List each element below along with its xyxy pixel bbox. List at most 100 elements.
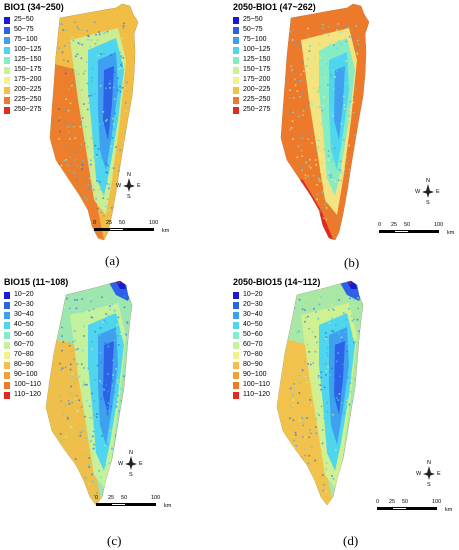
legend-item: 100~125 <box>233 45 270 55</box>
legend-label: 100~125 <box>14 46 42 53</box>
legend-swatch <box>4 341 10 349</box>
legend: 25~50 50~75 75~100 100~125 125~150 150~175 175… <box>4 15 41 115</box>
caption: (d) <box>343 533 359 548</box>
panel-c: BIO15 (11~108) 10~20 20~30 30~40 40~50 50~60… <box>0 275 229 550</box>
compass-icon: N W E S <box>415 178 440 206</box>
legend-swatch <box>4 46 10 54</box>
legend-item: 225~250 <box>233 95 270 105</box>
legend-label: 200~225 <box>243 86 271 93</box>
legend-label: 60~70 <box>14 341 34 348</box>
legend-label: 10~20 <box>14 291 34 298</box>
legend-swatch <box>233 321 239 329</box>
legend-item: 60~70 <box>233 340 270 350</box>
legend-item: 125~150 <box>4 55 41 65</box>
legend-swatch <box>233 96 239 104</box>
legend-item: 40~50 <box>233 320 270 330</box>
legend-label: 90~100 <box>14 371 38 378</box>
legend-item: 90~100 <box>233 370 270 380</box>
legend-swatch <box>233 76 239 84</box>
legend-item: 250~275 <box>4 105 41 115</box>
legend-item: 175~200 <box>233 75 270 85</box>
legend-swatch <box>4 381 10 389</box>
legend-label: 225~250 <box>243 96 271 103</box>
legend-item: 50~60 <box>4 330 41 340</box>
legend-label: 75~100 <box>243 36 267 43</box>
legend-item: 75~100 <box>4 35 41 45</box>
legend-swatch <box>4 106 10 114</box>
legend-swatch <box>4 301 10 309</box>
legend-label: 40~50 <box>243 321 263 328</box>
legend-item: 30~40 <box>233 310 270 320</box>
legend-swatch <box>4 16 10 24</box>
legend-item: 225~250 <box>4 95 41 105</box>
legend-label: 175~200 <box>243 76 271 83</box>
caption: (a) <box>105 253 120 268</box>
legend-label: 110~120 <box>243 391 270 398</box>
scale-bar: 0 25 50 100 km <box>378 222 455 236</box>
legend-item: 175~200 <box>4 75 41 85</box>
legend-label: 150~175 <box>243 66 271 73</box>
taiwan-map <box>45 280 133 506</box>
legend-label: 50~60 <box>243 331 263 338</box>
legend-swatch <box>4 311 10 319</box>
legend-label: 60~70 <box>243 341 263 348</box>
taiwan-map <box>280 3 370 241</box>
legend-swatch <box>4 96 10 104</box>
legend-item: 200~225 <box>233 85 270 95</box>
legend-swatch <box>233 391 239 399</box>
legend-item: 50~75 <box>233 25 270 35</box>
legend-item: 20~30 <box>233 300 270 310</box>
legend-item: 110~120 <box>233 390 270 400</box>
legend-item: 20~30 <box>4 300 41 310</box>
legend-swatch <box>233 86 239 94</box>
legend-item: 150~175 <box>4 65 41 75</box>
legend-swatch <box>4 291 10 299</box>
legend-swatch <box>4 331 10 339</box>
legend-swatch <box>233 46 239 54</box>
legend: 10~20 20~30 30~40 40~50 50~60 60~70 70~80 80~90… <box>233 290 270 400</box>
legend-swatch <box>233 36 239 44</box>
legend-swatch <box>4 26 10 34</box>
legend-label: 20~30 <box>14 301 34 308</box>
legend-item: 75~100 <box>233 35 270 45</box>
scale-bar: 0 25 50 100 km <box>93 220 170 234</box>
legend-label: 225~250 <box>14 96 42 103</box>
legend-item: 25~50 <box>233 15 270 25</box>
legend-label: 80~90 <box>243 361 263 368</box>
legend-swatch <box>233 66 239 74</box>
legend-label: 25~50 <box>243 16 263 23</box>
legend-swatch <box>4 86 10 94</box>
legend-label: 150~175 <box>14 66 42 73</box>
legend-swatch <box>233 291 239 299</box>
legend-label: 10~20 <box>243 291 263 298</box>
legend-label: 50~60 <box>14 331 34 338</box>
legend-label: 20~30 <box>243 301 263 308</box>
scale-bar: 0 25 50 100 km <box>376 499 453 513</box>
legend-item: 40~50 <box>4 320 41 330</box>
legend-label: 200~225 <box>14 86 42 93</box>
legend-swatch <box>4 66 10 74</box>
legend-swatch <box>233 106 239 114</box>
legend-label: 250~275 <box>14 106 42 113</box>
compass-icon: N W E S <box>416 460 441 488</box>
legend-swatch <box>233 16 239 24</box>
legend-item: 125~150 <box>233 55 270 65</box>
legend-item: 10~20 <box>233 290 270 300</box>
legend-item: 90~100 <box>4 370 41 380</box>
panel-title: 2050-BIO1 (47~262) <box>233 2 316 12</box>
legend-label: 50~75 <box>243 26 263 33</box>
legend-item: 80~90 <box>4 360 41 370</box>
legend-swatch <box>233 311 239 319</box>
legend-label: 100~110 <box>14 381 41 388</box>
panel-b: 2050-BIO1 (47~262) 25~50 50~75 75~100 100~1… <box>229 0 458 275</box>
compass-icon: N W E S <box>118 450 143 478</box>
legend-label: 50~75 <box>14 26 34 33</box>
legend-item: 10~20 <box>4 290 41 300</box>
legend-label: 90~100 <box>243 371 267 378</box>
legend-swatch <box>233 381 239 389</box>
legend-label: 40~50 <box>14 321 34 328</box>
panel-d: 2050-BIO15 (14~112) 10~20 20~30 30~40 40~50… <box>229 275 458 550</box>
legend-label: 250~275 <box>243 106 271 113</box>
legend-label: 75~100 <box>14 36 38 43</box>
